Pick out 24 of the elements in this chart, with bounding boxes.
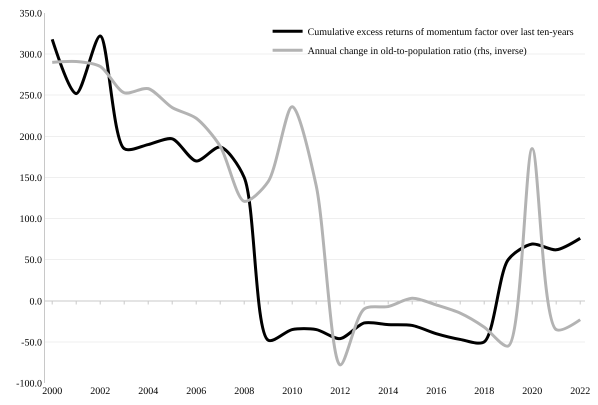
x-tick-label: 2012: [330, 386, 350, 397]
x-tick-label: 2010: [282, 386, 302, 397]
x-tick-label: 2014: [378, 386, 398, 397]
x-tick-label: 2018: [474, 386, 494, 397]
y-tick-label: 350.0: [20, 8, 42, 20]
y-tick-label: 0.0: [30, 296, 42, 308]
x-tick-label: 2000: [42, 386, 62, 397]
x-tick-label: 2006: [186, 386, 206, 397]
y-tick-label: -50.0: [21, 337, 42, 348]
x-tick-label: 2002: [90, 386, 110, 397]
legend-label: Cumulative excess returns of momentum factor over last ten-years: [308, 27, 574, 38]
y-tick-label: -100.0: [16, 378, 42, 390]
x-tick-label: 2020: [522, 386, 542, 397]
y-tick-label: 200.0: [20, 132, 42, 143]
y-tick-label: 50.0: [24, 255, 42, 266]
y-tick-label: 150.0: [20, 172, 42, 184]
x-tick-label: 2008: [234, 386, 254, 397]
y-tick-label: 250.0: [20, 90, 42, 102]
x-tick-label: 2022: [570, 386, 590, 397]
x-tick-label: 2016: [426, 386, 446, 397]
y-tick-label: 300.0: [20, 50, 42, 61]
y-tick-label: 100.0: [20, 214, 42, 226]
legend-label: Annual change in old-to-population ratio (rhs, inverse): [308, 46, 527, 58]
x-tick-label: 2004: [138, 386, 158, 397]
